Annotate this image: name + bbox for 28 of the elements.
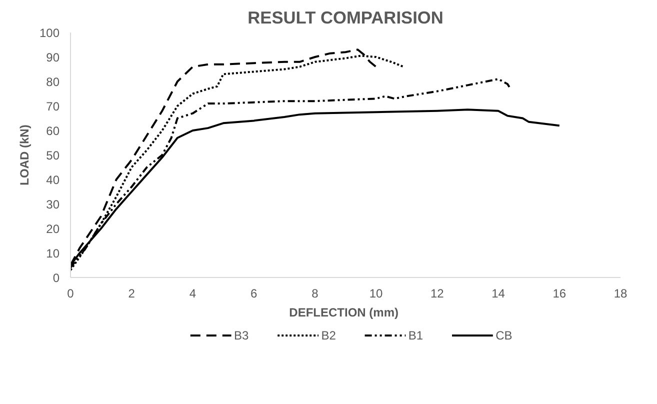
x-tick-label: 8 xyxy=(312,286,319,300)
y-tick-label: 100 xyxy=(39,26,60,40)
x-tick-label: 4 xyxy=(189,286,196,300)
x-tick-label: 16 xyxy=(552,286,566,300)
y-tick-label: 40 xyxy=(46,173,60,187)
x-tick-label: 14 xyxy=(492,286,506,300)
legend-label: B2 xyxy=(321,328,336,342)
x-tick-label: 0 xyxy=(67,286,74,300)
y-tick-label: 50 xyxy=(46,148,60,162)
legend-label: B1 xyxy=(408,328,424,342)
y-tick-label: 20 xyxy=(46,222,60,236)
x-tick-label: 6 xyxy=(250,286,258,300)
legend-label: CB xyxy=(496,328,512,342)
y-tick-label: 30 xyxy=(46,198,60,212)
y-tick-label: 10 xyxy=(46,246,60,260)
x-tick-label: 10 xyxy=(369,286,384,300)
y-tick-label: 90 xyxy=(46,50,60,64)
y-axis-title: LOAD (kN) xyxy=(17,124,32,186)
x-axis-title: DEFLECTION (mm) xyxy=(289,306,399,320)
x-tick-label: 2 xyxy=(128,286,136,300)
y-tick-label: 80 xyxy=(46,75,60,89)
chart-title: RESULT COMPARISION xyxy=(248,8,444,28)
y-tick-label: 60 xyxy=(46,124,60,138)
x-tick-label: 18 xyxy=(614,286,628,300)
x-tick-label: 12 xyxy=(430,286,444,300)
y-tick-label: 0 xyxy=(52,271,60,285)
y-tick-label: 70 xyxy=(46,100,60,114)
legend-label: B3 xyxy=(234,328,250,342)
